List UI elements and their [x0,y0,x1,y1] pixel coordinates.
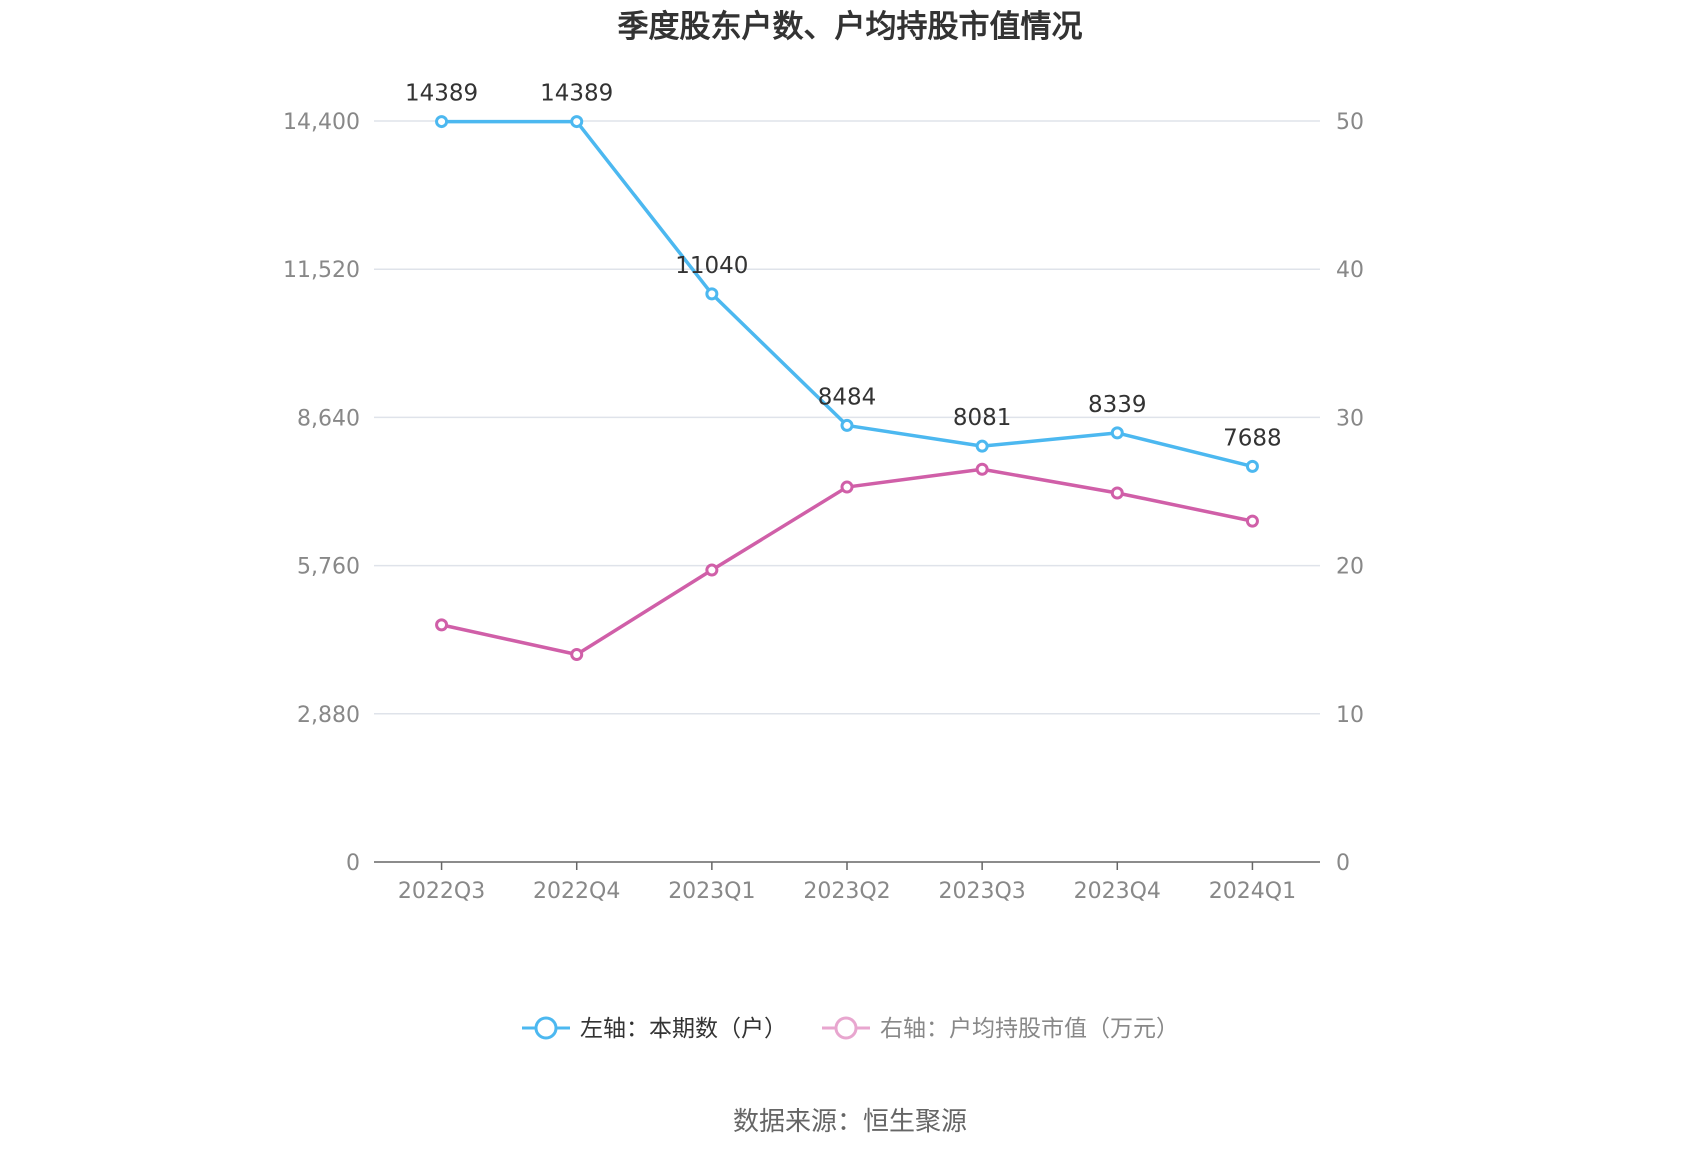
right-axis-tick-label: 0 [1336,851,1350,876]
left-axis-tick-label: 2,880 [297,703,360,728]
legend[interactable]: 左轴：本期数（户） 右轴：户均持股市值（万元） [522,1016,1179,1042]
left-series-data-label: 8081 [953,405,1012,431]
left-series-point [975,439,989,453]
legend-item-left-series[interactable]: 左轴：本期数（户） [522,1016,787,1042]
left-series-data-label: 14389 [540,81,613,107]
x-axis-tick-label: 2023Q3 [938,879,1025,904]
left-series-data-label: 14389 [405,81,478,107]
x-axis-tick-label: 2024Q1 [1209,879,1296,904]
left-series-point [840,418,854,432]
legend-right-series-marker [834,1016,858,1040]
x-axis-tick-label: 2023Q4 [1074,879,1161,904]
right-axis-tick-label: 50 [1336,110,1364,135]
right-series-line [441,467,1253,657]
left-axis-tick-label: 0 [346,851,360,876]
x-axis-tick-label: 2023Q2 [803,879,890,904]
left-series-data-label: 11040 [675,253,748,279]
left-series-data-label: 7688 [1223,425,1282,451]
right-series-point [435,618,449,632]
left-series-point [435,115,449,129]
left-axis-tick-label: 8,640 [297,406,360,431]
right-series-point [570,648,584,662]
right-series-point [1245,514,1259,528]
right-series-point [840,480,854,494]
legend-left-series-label: 左轴：本期数（户） [580,1016,787,1042]
series-layer [435,115,1259,662]
source-note: 数据来源：恒生聚源 [733,1107,967,1137]
right-series-point [705,563,719,577]
right-series-point [1110,486,1124,500]
x-axis-tick-label: 2022Q4 [533,879,620,904]
left-axis-ticks: 0 2,880 5,760 8,640 11,520 14,400 [283,110,360,876]
legend-item-right-series[interactable]: 右轴：户均持股市值（万元） [822,1016,1179,1042]
left-series-point [570,115,584,129]
right-series-point [975,462,989,476]
data-labels: 14389 14389 11040 8484 8081 8339 7688 [405,81,1282,452]
right-axis-tick-label: 40 [1336,258,1364,283]
left-axis-tick-label: 5,760 [297,555,360,580]
x-axis-tick-label: 2022Q3 [398,879,485,904]
left-series-data-label: 8484 [818,384,877,410]
right-axis-tick-label: 20 [1336,555,1364,580]
right-axis-ticks: 0 10 20 30 40 50 [1336,110,1364,876]
left-axis-tick-label: 11,520 [283,258,360,283]
right-axis-tick-label: 10 [1336,703,1364,728]
right-axis-tick-label: 30 [1336,406,1364,431]
chart-title: 季度股东户数、户均持股市值情况 [618,9,1083,45]
legend-left-series-marker [534,1016,558,1040]
left-series-data-label: 8339 [1088,392,1147,418]
left-series-point [1110,426,1124,440]
left-series-point [1245,459,1259,473]
left-series-point [705,287,719,301]
grid-lines [374,120,1320,715]
x-axis: 2022Q3 2022Q4 2023Q1 2023Q2 2023Q3 2023Q4 2024… [374,861,1320,904]
x-axis-tick-label: 2023Q1 [668,879,755,904]
legend-right-series-label: 右轴：户均持股市值（万元） [880,1016,1179,1042]
left-axis-tick-label: 14,400 [283,110,360,135]
